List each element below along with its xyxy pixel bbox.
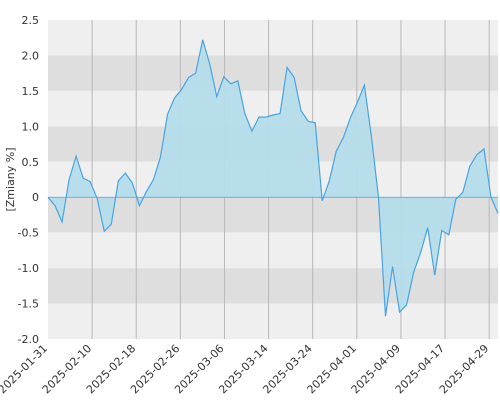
x-tick-labels: 2025-01-312025-02-102025-02-182025-02-26…: [0, 342, 491, 396]
y-tick-label: 0: [32, 191, 39, 204]
y-tick-label: -1.0: [18, 262, 39, 275]
y-axis-label: [Zmiany %]: [4, 147, 17, 211]
area-series: [47, 39, 499, 317]
y-tick-labels: 2.5 2.0 1.5 1.0 0.5 0 -0.5 -1.0 -1.5 -2.0: [18, 14, 39, 346]
y-tick-label: -1.5: [18, 298, 39, 311]
background-band: [48, 268, 498, 304]
y-tick-label: 0.5: [22, 156, 40, 169]
series-line: [47, 39, 499, 317]
y-tick-label: -2.0: [18, 333, 39, 346]
background-band: [48, 20, 498, 56]
y-tick-label: 2.5: [22, 14, 40, 27]
background-band: [48, 55, 498, 91]
y-tick-label: 1.0: [22, 120, 40, 133]
series-area-fill: [48, 39, 498, 317]
background-band: [48, 303, 498, 339]
y-tick-label: -0.5: [18, 227, 39, 240]
y-tick-label: 2.0: [22, 49, 40, 62]
y-tick-label: 1.5: [22, 85, 40, 98]
